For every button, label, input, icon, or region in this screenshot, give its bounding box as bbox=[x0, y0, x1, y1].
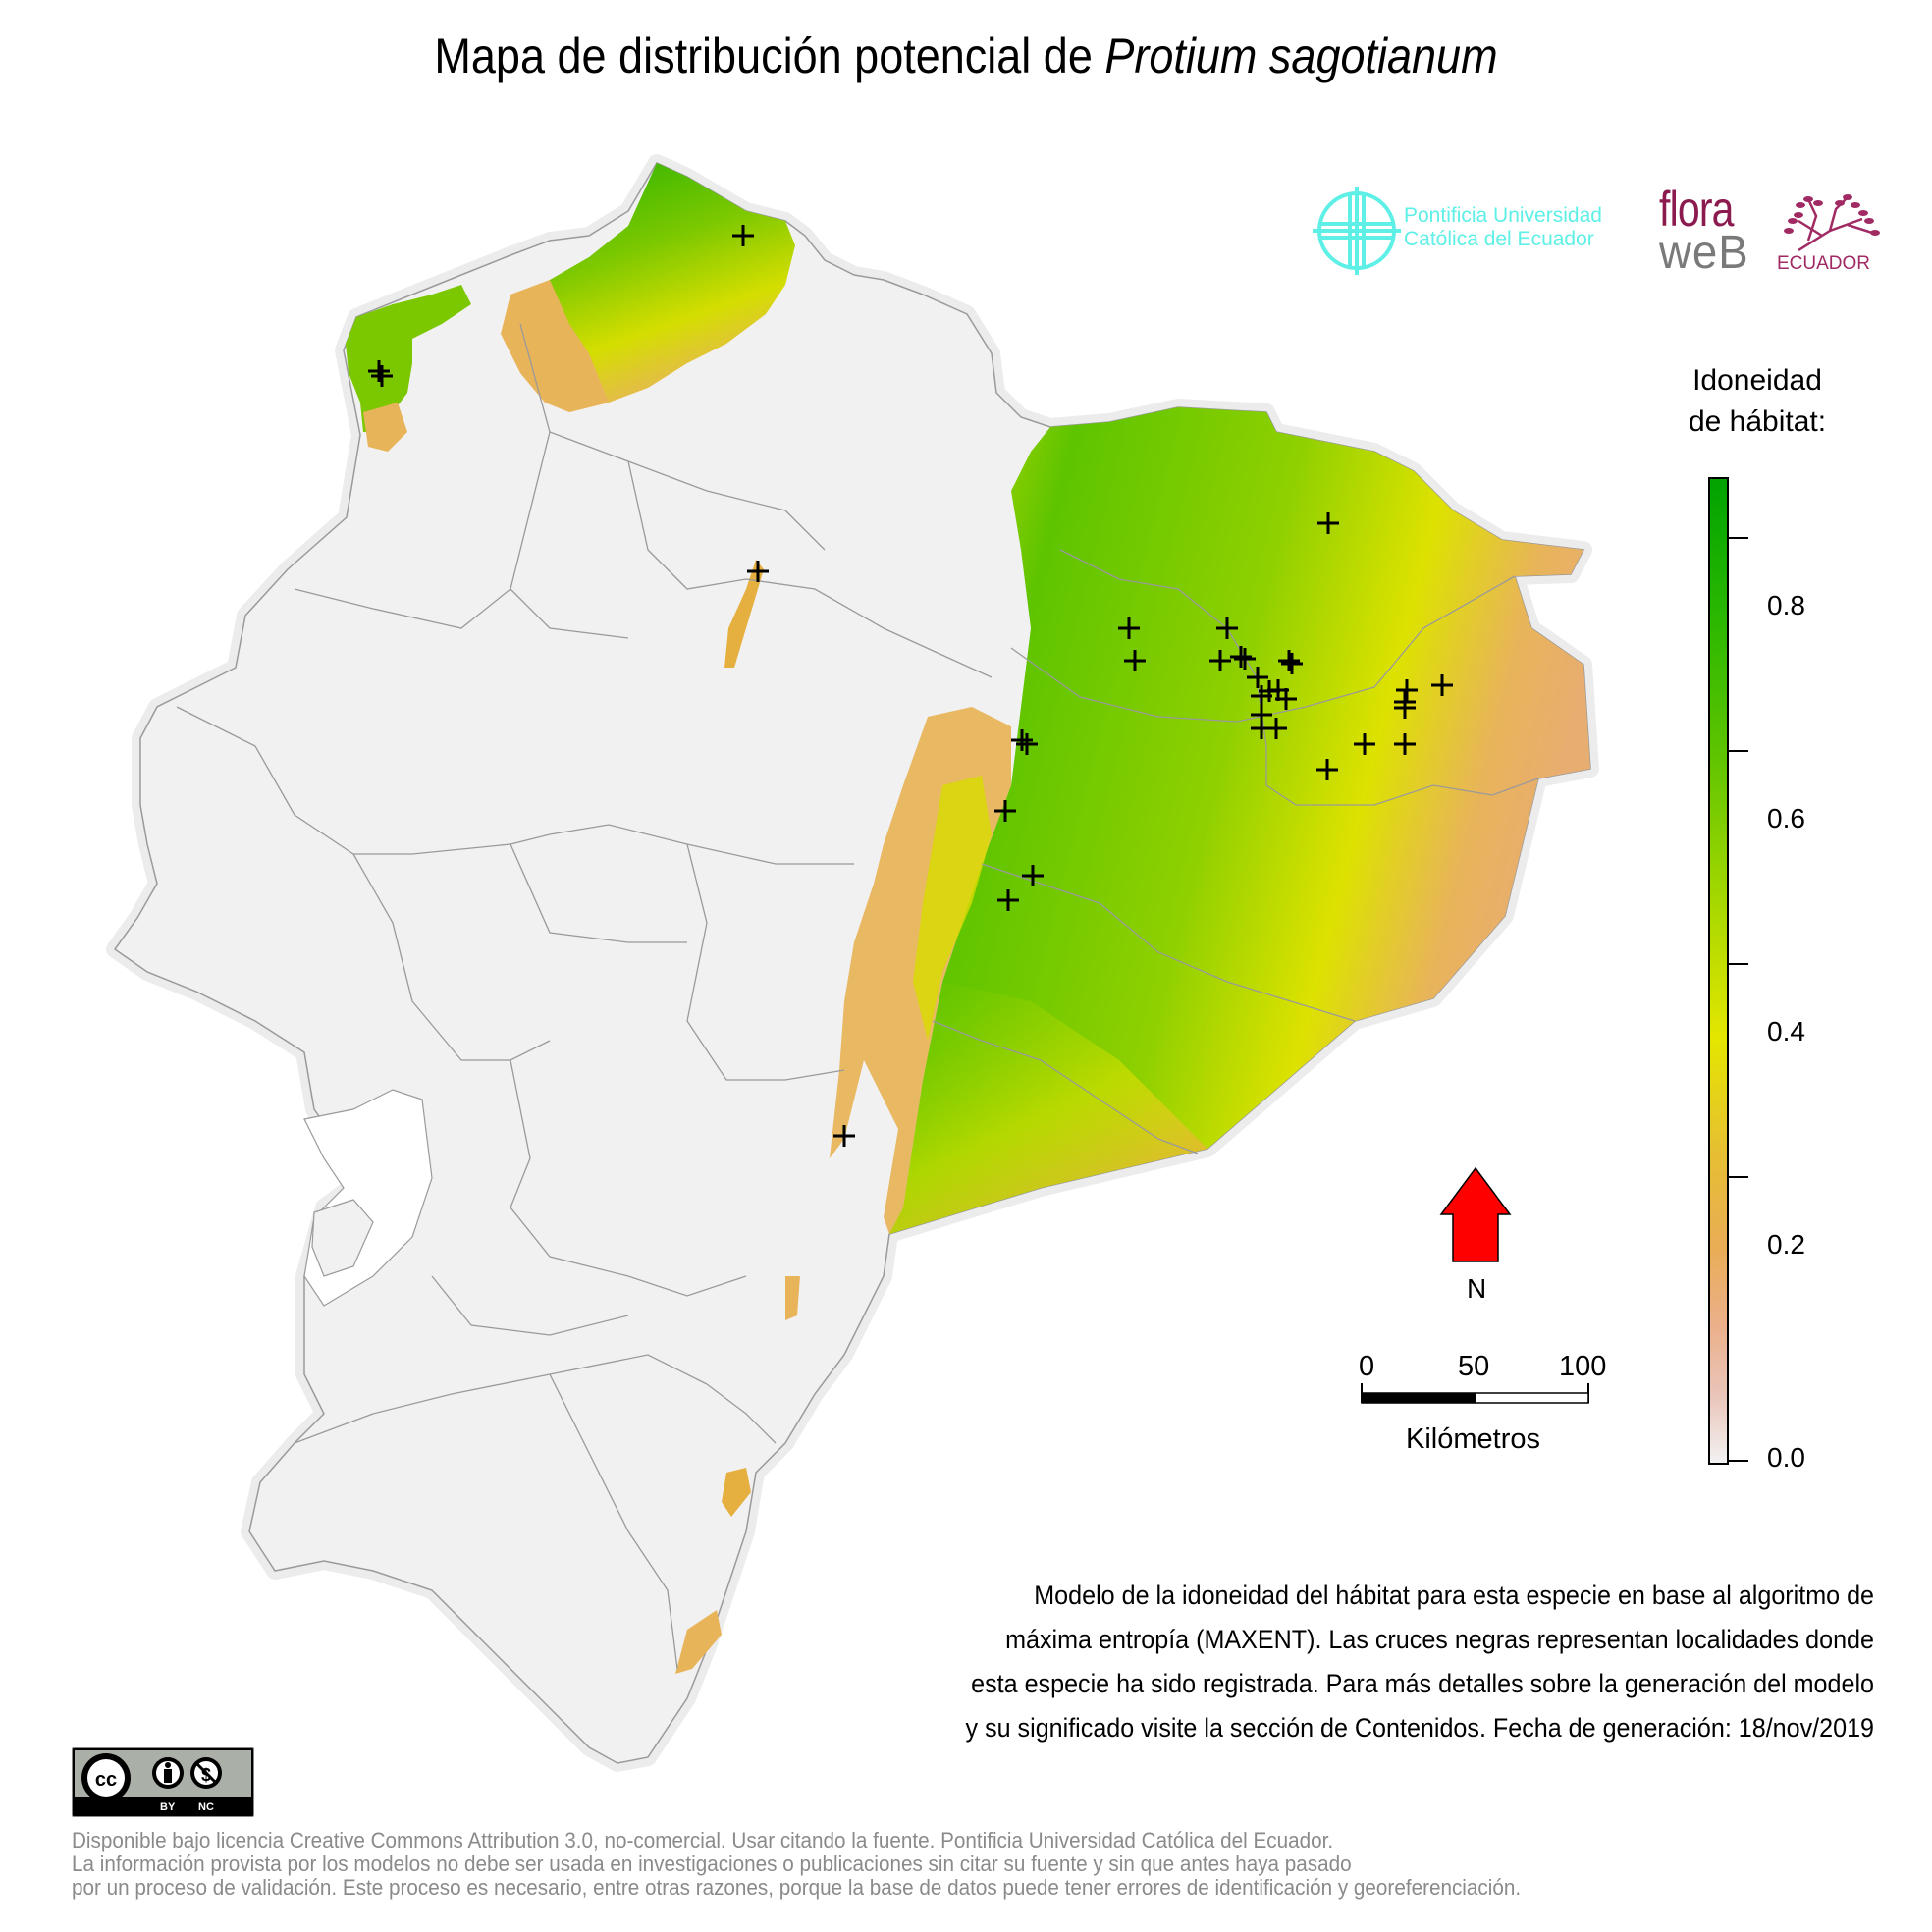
puce-line-1: Pontificia Universidad bbox=[1404, 204, 1602, 227]
occurrence-cross-icon bbox=[1016, 733, 1038, 755]
suitability-south-patch-2 bbox=[675, 1610, 722, 1674]
description-line: esta especie ha sido registrada. Para má… bbox=[971, 1669, 1874, 1698]
scale-label-0: 0 bbox=[1359, 1351, 1375, 1382]
scale-label-100: 100 bbox=[1559, 1351, 1607, 1382]
description-line: máxima entropía (MAXENT). Las cruces neg… bbox=[1005, 1625, 1874, 1654]
scale-label-50: 50 bbox=[1458, 1351, 1490, 1382]
occurrence-cross-icon bbox=[1247, 667, 1268, 688]
occurrence-cross-icon bbox=[1011, 729, 1033, 751]
legend-title: Idoneidad de hábitat: bbox=[1659, 360, 1855, 443]
scale-units: Kilómetros bbox=[1406, 1423, 1540, 1455]
legend-tick bbox=[1729, 1460, 1748, 1462]
cc-icons: cc $ BY NC bbox=[81, 1753, 222, 1813]
occurrence-cross-icon bbox=[833, 1125, 855, 1147]
legend-tick-label: 0.0 bbox=[1767, 1442, 1805, 1473]
title-species: Protium sagotianum bbox=[1104, 28, 1498, 83]
footer-line: por un proceso de validación. Este proce… bbox=[72, 1875, 1522, 1900]
occurrence-cross-icon bbox=[1316, 759, 1338, 780]
occurrence-cross-icon bbox=[1394, 697, 1416, 719]
license-footer: Disponible bajo licencia Creative Common… bbox=[72, 1829, 1521, 1900]
title-prefix: Mapa de distribución potencial de bbox=[434, 28, 1105, 83]
suitability-south-patch-3 bbox=[785, 1276, 800, 1320]
legend-tick-label: 0.2 bbox=[1767, 1229, 1805, 1260]
svg-text:cc: cc bbox=[95, 1769, 117, 1791]
footer-line: La información provista por los modelos … bbox=[72, 1852, 1352, 1876]
suitability-amazon-south bbox=[889, 982, 1208, 1234]
scale-bar bbox=[1361, 1383, 1589, 1404]
occurrence-cross-icon bbox=[1354, 733, 1375, 755]
occurrence-cross-icon bbox=[371, 365, 393, 387]
svg-text:BY: BY bbox=[160, 1801, 176, 1813]
page-title: Mapa de distribución potencial de Protiu… bbox=[96, 27, 1835, 84]
floraweb-country: ECUADOR bbox=[1777, 253, 1871, 274]
occurrence-cross-icon bbox=[1265, 718, 1287, 739]
occurrence-cross-icon bbox=[1022, 865, 1044, 886]
occurrence-cross-icon bbox=[1118, 617, 1140, 639]
tree-icon bbox=[1784, 194, 1880, 252]
legend-colorbar bbox=[1708, 477, 1729, 1465]
occurrence-cross-icon bbox=[1124, 650, 1146, 671]
island-puna bbox=[311, 1199, 374, 1277]
legend-title-line-1: Idoneidad bbox=[1692, 364, 1822, 397]
occurrence-cross-icon bbox=[1278, 650, 1300, 671]
legend-tick bbox=[1729, 963, 1748, 965]
occurrence-markers bbox=[368, 225, 1453, 1147]
floraweb-flora: flora bbox=[1659, 182, 1734, 237]
model-description: Modelo de la idoneidad del hábitat para … bbox=[771, 1574, 1874, 1750]
svg-text:NC: NC bbox=[198, 1801, 214, 1813]
suitability-south-patch-1 bbox=[722, 1468, 751, 1517]
occurrence-cross-icon bbox=[1317, 512, 1339, 534]
occurrence-cross-icon bbox=[1396, 679, 1418, 701]
puce-line-2: Católica del Ecuador bbox=[1404, 228, 1594, 250]
legend-tick bbox=[1729, 750, 1748, 752]
north-label: N bbox=[1467, 1273, 1487, 1304]
suitability-nw-orange bbox=[363, 402, 407, 452]
occurrence-cross-icon bbox=[1209, 650, 1231, 671]
legend-tick-label: 0.8 bbox=[1767, 590, 1805, 620]
puce-logo-text: Pontificia Universidad Católica del Ecua… bbox=[1404, 204, 1602, 251]
floraweb-web: weB bbox=[1659, 227, 1749, 279]
description-line: Modelo de la idoneidad del hábitat para … bbox=[1034, 1581, 1874, 1610]
footer-line: Disponible bajo licencia Creative Common… bbox=[72, 1828, 1334, 1852]
legend-tick bbox=[1729, 1176, 1748, 1178]
legend-tick bbox=[1729, 537, 1748, 539]
legend-tick-label: 0.4 bbox=[1767, 1016, 1805, 1046]
occurrence-cross-icon bbox=[1230, 646, 1252, 668]
puce-cross-icon bbox=[1313, 187, 1401, 275]
province-borders bbox=[176, 323, 1539, 1670]
suitability-north-orange bbox=[501, 280, 609, 412]
north-arrow-icon bbox=[1439, 1166, 1512, 1262]
occurrence-cross-icon bbox=[1394, 733, 1416, 755]
occurrence-cross-icon bbox=[1431, 674, 1453, 696]
occurrence-cross-icon bbox=[368, 360, 390, 382]
suitability-imbabura bbox=[724, 560, 764, 668]
occurrence-cross-icon bbox=[997, 889, 1019, 911]
occurrence-cross-icon bbox=[1216, 617, 1238, 639]
occurrence-cross-icon bbox=[994, 800, 1016, 822]
occurrence-cross-icon bbox=[1234, 648, 1256, 670]
description-line: y su significado visite la sección de Co… bbox=[965, 1713, 1874, 1743]
suitability-andes-inner bbox=[913, 776, 992, 1041]
occurrence-cross-icon bbox=[1275, 688, 1297, 710]
cc-license-badge[interactable]: cc $ BY NC bbox=[72, 1747, 254, 1817]
occurrence-cross-icon bbox=[747, 561, 769, 582]
legend-tick-label: 0.6 bbox=[1767, 803, 1805, 833]
occurrence-cross-icon bbox=[732, 225, 754, 246]
suitability-nw-coast bbox=[346, 285, 471, 432]
occurrence-cross-icon bbox=[1281, 653, 1303, 674]
legend-title-line-2: de hábitat: bbox=[1688, 405, 1827, 438]
